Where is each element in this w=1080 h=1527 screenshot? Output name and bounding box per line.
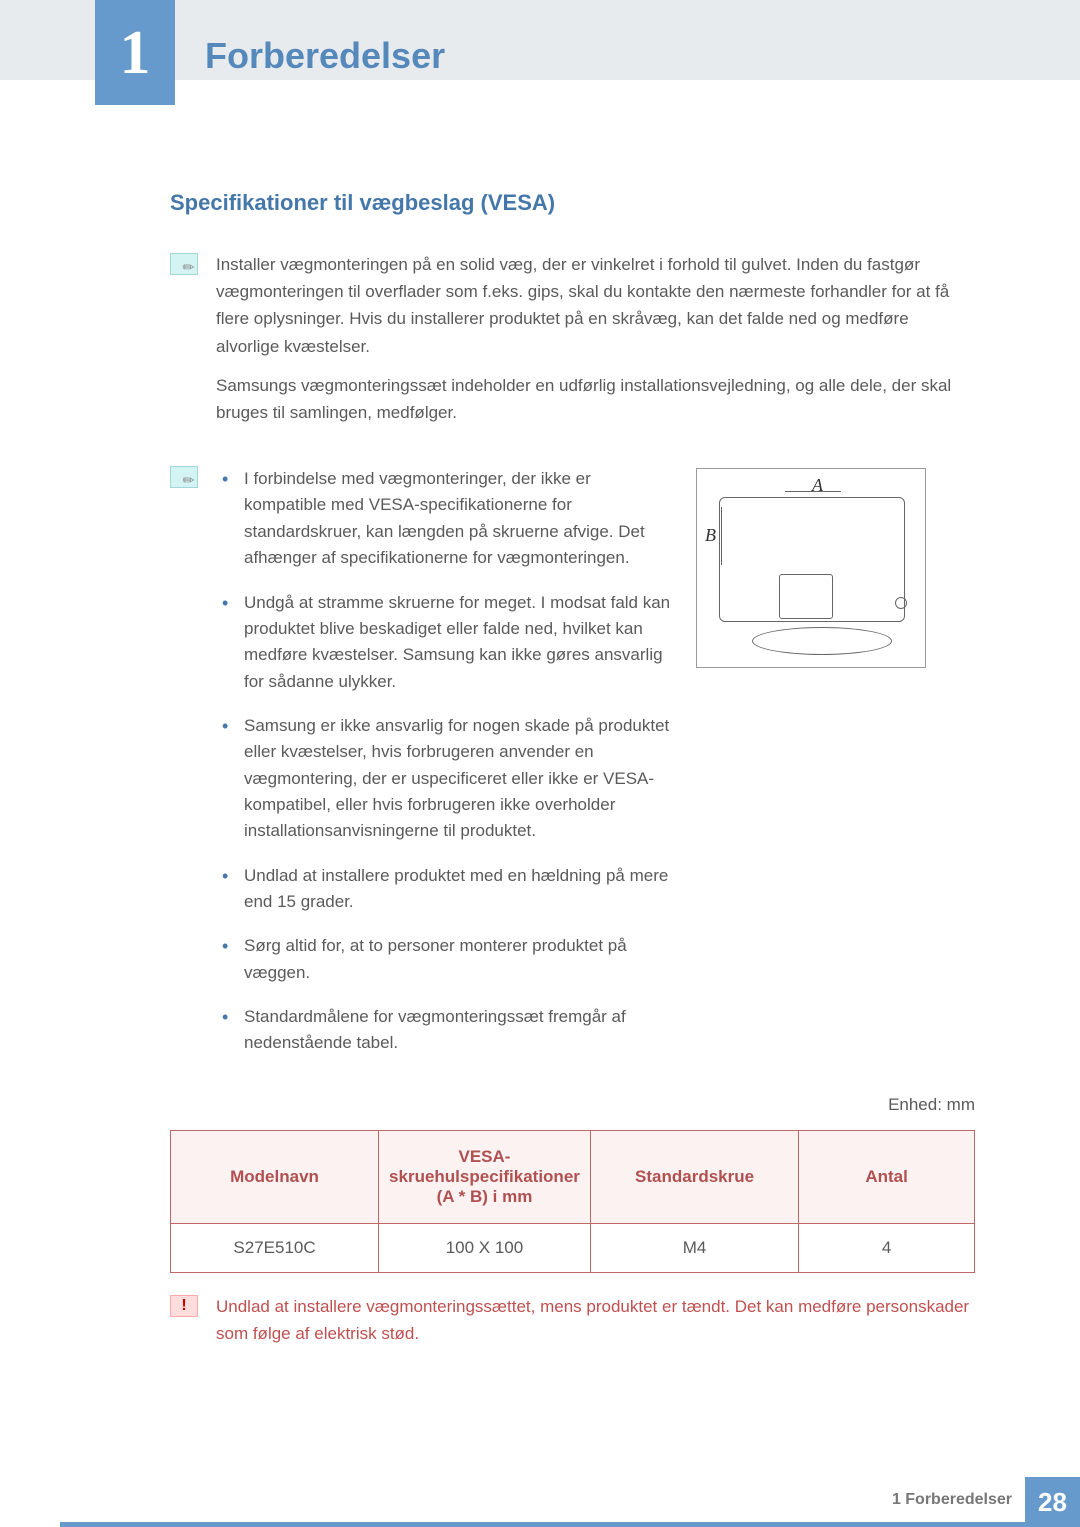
bullet-item: Sørg altid for, at to personer monterer … xyxy=(216,933,671,986)
bullet-list: I forbindelse med vægmonteringer, der ik… xyxy=(216,466,671,1075)
page-content: Specifikationer til vægbeslag (VESA) Ins… xyxy=(0,80,1080,1347)
bullet-item: Samsung er ikke ansvarlig for nogen skad… xyxy=(216,713,671,845)
chapter-badge: 1 xyxy=(95,0,175,105)
th-model: Modelnavn xyxy=(171,1130,379,1223)
note-icon xyxy=(170,466,198,488)
td-vesa: 100 X 100 xyxy=(379,1223,591,1272)
warning-icon xyxy=(170,1295,198,1317)
td-qty: 4 xyxy=(799,1223,975,1272)
table-header-row: Modelnavn VESA-skruehulspecifikationer (… xyxy=(171,1130,975,1223)
bullet-note-icon-col xyxy=(170,466,198,1075)
th-vesa: VESA-skruehulspecifikationer (A * B) i m… xyxy=(379,1130,591,1223)
bullet-item: I forbindelse med vægmonteringer, der ik… xyxy=(216,466,671,571)
bullet-item: Undlad at installere produktet med en hæ… xyxy=(216,863,671,916)
note1-p1: Installer vægmonteringen på en solid væg… xyxy=(216,251,975,360)
td-screw: M4 xyxy=(590,1223,798,1272)
note1-p2: Samsungs vægmonteringssæt indeholder en … xyxy=(216,372,975,426)
note-icon xyxy=(170,253,198,275)
footer-chapter-label: 1 Forberedelser xyxy=(892,1491,1012,1509)
diagram-vesa-plate xyxy=(779,574,833,619)
note-block-1: Installer vægmonteringen på en solid væg… xyxy=(170,251,975,438)
warning-text: Undlad at installere vægmonteringssættet… xyxy=(216,1293,975,1347)
unit-label: Enhed: mm xyxy=(170,1095,975,1115)
table-row: S27E510C 100 X 100 M4 4 xyxy=(171,1223,975,1272)
page-footer: 1 Forberedelser 28 xyxy=(0,1477,1080,1527)
footer-bar xyxy=(60,1522,1080,1527)
diagram-a-line xyxy=(785,491,841,492)
warning-block: Undlad at installere vægmonteringssættet… xyxy=(170,1293,975,1347)
bullet-content: I forbindelse med vægmonteringer, der ik… xyxy=(216,466,975,1075)
footer-page-number: 28 xyxy=(1025,1477,1080,1527)
note-text: Installer vægmonteringen på en solid væg… xyxy=(216,251,975,438)
bullet-item: Standardmålene for vægmonteringssæt frem… xyxy=(216,1004,671,1057)
bullet-item: Undgå at stramme skruerne for meget. I m… xyxy=(216,590,671,695)
th-qty: Antal xyxy=(799,1130,975,1223)
bullet-section: I forbindelse med vægmonteringer, der ik… xyxy=(170,466,975,1075)
vesa-diagram: A B xyxy=(696,468,926,668)
chapter-title: Forberedelser xyxy=(205,35,445,77)
diagram-label-a: A xyxy=(812,475,823,496)
section-heading: Specifikationer til vægbeslag (VESA) xyxy=(170,190,975,216)
diagram-label-b: B xyxy=(705,525,716,546)
td-model: S27E510C xyxy=(171,1223,379,1272)
header-bar: 1 Forberedelser xyxy=(0,0,1080,80)
diagram-stand xyxy=(752,627,892,655)
vesa-spec-table: Modelnavn VESA-skruehulspecifikationer (… xyxy=(170,1130,975,1273)
th-screw: Standardskrue xyxy=(590,1130,798,1223)
chapter-number: 1 xyxy=(120,18,151,89)
diagram-screw xyxy=(895,597,907,609)
